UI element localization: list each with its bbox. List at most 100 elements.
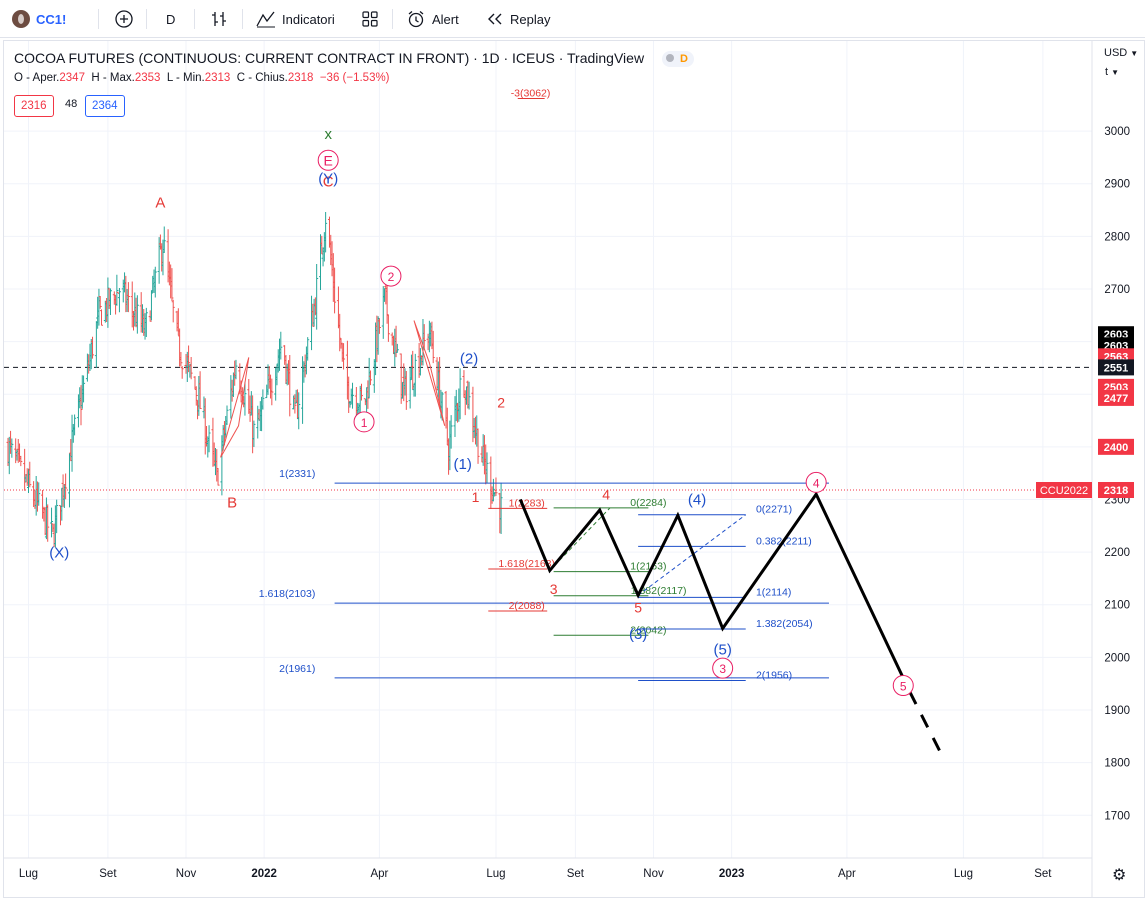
currency-unit-button[interactable]: USD ▼	[1104, 47, 1138, 59]
ohlc-bar	[126, 282, 130, 313]
ohlc-bar	[170, 268, 174, 302]
wave-label-circle	[380, 265, 402, 287]
open-label: O - Aper.	[14, 72, 60, 84]
ohlc-bar	[324, 212, 328, 253]
contract-tag	[1036, 482, 1092, 499]
wave-label: 5	[634, 600, 642, 616]
time-tick-label: Set	[99, 868, 117, 880]
ohlc-bar	[368, 370, 372, 386]
price-tick-label: 2800	[1104, 231, 1130, 243]
interval-label: D	[166, 11, 176, 27]
indicators-button[interactable]: Indicatori	[256, 0, 335, 38]
fib-level-label: 2(1956)	[756, 670, 792, 682]
low-label: L - Min.	[166, 72, 205, 84]
ohlc-bar	[359, 383, 363, 401]
ohlc-bar	[476, 428, 480, 464]
time-tick-label: 2022	[251, 868, 277, 880]
time-tick-label: Set	[567, 868, 585, 880]
ohlc-bar	[207, 425, 211, 453]
ohlc-bar	[297, 392, 301, 430]
ohlc-bar	[64, 473, 68, 500]
fib-level-label: 1.382(2054)	[756, 618, 813, 630]
time-tick-label: Lug	[486, 868, 505, 880]
settings-gear-icon[interactable]: ⚙	[1112, 867, 1127, 884]
wave-label: (Y)	[318, 171, 338, 188]
ohlc-bar	[333, 267, 337, 314]
fib-level-label: 1(2283)	[509, 497, 545, 509]
ohlc-bar	[234, 359, 238, 380]
sell-price-button[interactable]: 2316	[14, 95, 54, 117]
ohlc-bar	[377, 318, 381, 334]
price-tick-label: 2000	[1104, 652, 1130, 664]
time-tick-label: Lug	[954, 868, 973, 880]
chart-title: COCOA FUTURES (CONTINUOUS: CURRENT CONTR…	[14, 50, 645, 66]
ohlc-bar	[108, 288, 112, 315]
replay-label: Replay	[510, 11, 551, 27]
ohlc-bar	[395, 343, 399, 353]
toolbar-divider	[194, 9, 195, 29]
ohlc-bar	[28, 461, 32, 488]
wave-label-circle	[317, 149, 339, 171]
time-tick-label: Set	[1034, 868, 1052, 880]
layout-button[interactable]	[361, 0, 379, 38]
wave-label: (5)	[713, 642, 731, 659]
interval-button[interactable]: D	[166, 0, 175, 38]
ohlc-bar	[46, 504, 50, 542]
ohlc-bar	[225, 405, 229, 425]
wave-label: 1	[472, 489, 480, 505]
chart-type-button[interactable]	[210, 0, 228, 38]
price-tick-label: 2700	[1104, 284, 1130, 296]
price-tick-label: 1800	[1104, 758, 1130, 770]
time-tick-label: Apr	[370, 868, 388, 880]
ohlc-bar	[342, 343, 346, 370]
triangle-pattern	[220, 357, 250, 458]
ohlc-bar	[37, 482, 41, 506]
ohlc-bar	[422, 324, 426, 351]
top-toolbar: CC1! D Indicatori Alert Replay	[0, 0, 1145, 38]
price-axis-tag	[1098, 359, 1134, 376]
wave-label: 4	[813, 476, 820, 490]
replay-button[interactable]: Replay	[486, 0, 550, 38]
ohlc-bar	[23, 448, 27, 491]
wave-label: 5	[900, 680, 907, 694]
currency-unit-label: USD	[1104, 47, 1128, 59]
compare-button[interactable]	[114, 0, 134, 38]
ohlc-bar	[279, 331, 283, 360]
ohlc-bar	[99, 309, 103, 326]
fib-level-label: 2(2042)	[630, 624, 666, 636]
fib-level-label: 1.382(2117)	[631, 585, 687, 597]
price-tick-label: 1700	[1104, 810, 1130, 822]
unit-sub-button[interactable]: t ▼	[1105, 66, 1119, 78]
wave-label: (1)	[453, 456, 471, 473]
wave-label: 3	[719, 662, 726, 676]
ohlc-bar	[180, 366, 184, 379]
ohlc-bar	[491, 478, 495, 502]
wave-label: 4	[602, 486, 610, 502]
symbol-button[interactable]: CC1!	[12, 0, 66, 38]
ohlc-bar	[149, 290, 153, 321]
time-tick-label: Lug	[19, 868, 38, 880]
wave-label-circle	[805, 471, 827, 493]
ohlc-bar	[144, 307, 148, 338]
ohlc-bar	[98, 296, 102, 309]
ohlc-bar	[404, 371, 408, 410]
spread-value: 48	[65, 98, 78, 110]
cocoa-logo-icon	[12, 10, 30, 28]
ohlc-bar	[19, 455, 23, 467]
wave-label: (2)	[460, 351, 478, 368]
ohlc-bar	[494, 477, 498, 496]
time-tick-label: 2023	[719, 868, 745, 880]
chevron-down-icon: ▼	[1130, 49, 1139, 58]
buy-price-button[interactable]: 2364	[85, 95, 125, 117]
ohlc-bar	[135, 295, 139, 334]
price-tick-label: 3000	[1104, 126, 1130, 138]
toolbar-divider	[98, 9, 99, 29]
alert-button[interactable]: Alert	[406, 0, 459, 38]
time-tick-label: Nov	[643, 868, 664, 880]
ohlc-bar	[117, 287, 121, 313]
fib-level-label: 1.618(2168)	[498, 558, 555, 570]
ohlc-bar	[189, 357, 193, 380]
fib-level-label: 2(2088)	[509, 600, 545, 612]
price-axis-tag	[1098, 438, 1134, 455]
